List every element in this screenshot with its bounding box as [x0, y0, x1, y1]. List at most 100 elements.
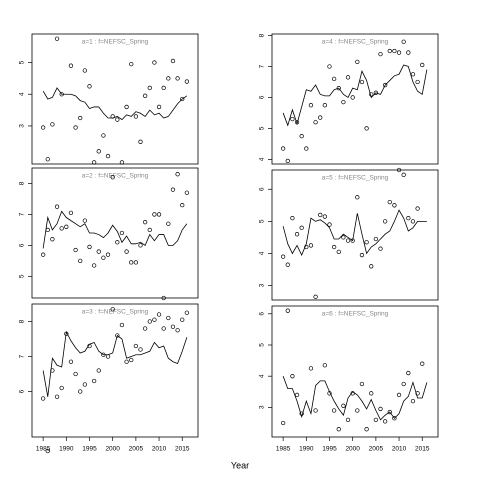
- data-point: [378, 406, 383, 412]
- data-point: [341, 235, 346, 240]
- y-tick-label: 6: [259, 312, 266, 316]
- x-tick-label: 2000: [345, 446, 360, 453]
- x-tick-label: 2010: [392, 446, 407, 453]
- panel-title: a=2 : f=NEFSC_Spring: [82, 173, 149, 180]
- data-point: [138, 243, 143, 248]
- panel-frame: [31, 33, 199, 165]
- x-tick-label: 1985: [276, 446, 291, 453]
- data-point: [327, 222, 332, 227]
- data-point: [396, 50, 402, 55]
- data-point: [359, 252, 365, 258]
- data-point: [180, 96, 185, 102]
- data-point: [161, 326, 166, 331]
- data-point: [170, 324, 176, 329]
- y-tick-label: 3: [259, 405, 266, 409]
- data-point: [68, 210, 74, 216]
- data-point: [166, 221, 171, 226]
- data-point: [290, 374, 295, 379]
- x-tick-label: 1990: [299, 446, 314, 453]
- y-tick-label: 5: [259, 219, 266, 223]
- y-tick-label: 6: [259, 187, 266, 191]
- data-point: [152, 60, 157, 65]
- data-point: [280, 420, 286, 426]
- data-point: [382, 219, 388, 224]
- data-point: [78, 258, 83, 264]
- data-point: [420, 361, 425, 366]
- data-point: [184, 79, 190, 84]
- fitted-line: [42, 87, 188, 121]
- data-point: [124, 249, 129, 254]
- data-point: [345, 417, 351, 422]
- data-point: [401, 39, 406, 44]
- data-point: [359, 381, 365, 387]
- data-point: [406, 215, 411, 221]
- panel-frame: [31, 167, 199, 299]
- data-point: [156, 212, 162, 217]
- y-tick-label: 4: [19, 92, 26, 96]
- data-point: [401, 172, 406, 177]
- data-point: [392, 416, 397, 421]
- data-point: [91, 160, 97, 165]
- data-point: [410, 219, 416, 224]
- data-point: [73, 247, 78, 253]
- data-point: [105, 153, 111, 159]
- data-point: [294, 232, 300, 237]
- y-tick-label: 8: [19, 319, 26, 323]
- panel-title: a=6 : f=NEFSC_Spring: [322, 311, 389, 318]
- data-point: [54, 204, 60, 209]
- data-point: [313, 294, 318, 299]
- x-tick-label: 2005: [129, 446, 144, 453]
- panel-frame: [271, 169, 439, 301]
- data-point: [299, 133, 304, 139]
- data-point: [152, 317, 157, 322]
- data-point: [331, 408, 337, 413]
- data-point: [166, 76, 171, 81]
- panel-frame: [271, 33, 439, 165]
- x-tick-label: 2005: [369, 446, 384, 453]
- data-point: [54, 394, 60, 399]
- data-point: [87, 244, 92, 250]
- data-point: [96, 368, 101, 373]
- fitted-line: [282, 64, 428, 127]
- data-point: [285, 308, 290, 313]
- y-tick-label: 3: [19, 124, 26, 128]
- data-point: [285, 262, 290, 267]
- data-point: [304, 244, 309, 250]
- y-tick-label: 7: [19, 354, 26, 358]
- data-point: [318, 212, 323, 218]
- y-tick-label: 4: [259, 251, 266, 255]
- data-point: [336, 86, 341, 91]
- data-point: [410, 72, 416, 77]
- data-point: [308, 366, 314, 371]
- data-point: [369, 264, 374, 269]
- data-point: [133, 260, 139, 265]
- data-point: [110, 307, 115, 312]
- data-point: [341, 99, 346, 105]
- data-point: [378, 51, 383, 57]
- y-tick-label: 6: [259, 95, 266, 99]
- panel-title: a=4 : f=NEFSC_Spring: [322, 39, 389, 46]
- data-point: [369, 391, 374, 396]
- data-point: [401, 381, 406, 387]
- data-point: [124, 104, 129, 110]
- data-point: [82, 218, 88, 223]
- x-tick-label: 1985: [36, 446, 51, 453]
- data-point: [96, 249, 101, 254]
- data-point: [392, 203, 397, 208]
- y-tick-label: 4: [259, 374, 266, 378]
- data-point: [299, 225, 304, 230]
- x-tick-label: 2000: [105, 446, 120, 453]
- x-tick-label: 1995: [322, 446, 337, 453]
- data-point: [73, 125, 78, 130]
- data-point: [410, 398, 416, 404]
- data-point: [359, 79, 365, 85]
- data-point: [142, 326, 148, 331]
- data-point: [45, 448, 50, 454]
- data-point: [336, 249, 341, 255]
- data-point: [105, 354, 111, 359]
- data-point: [105, 252, 111, 257]
- data-point: [40, 396, 46, 401]
- data-point: [133, 114, 139, 119]
- data-point: [387, 409, 392, 415]
